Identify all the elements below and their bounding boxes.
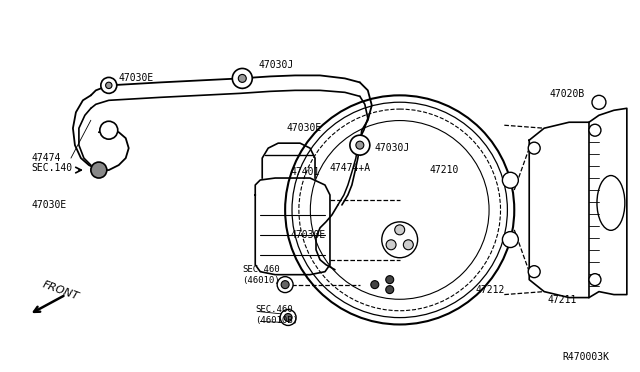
Circle shape <box>592 95 606 109</box>
Circle shape <box>371 280 379 289</box>
Text: 47030J: 47030J <box>375 143 410 153</box>
Text: 47020B: 47020B <box>549 89 584 99</box>
Circle shape <box>350 135 370 155</box>
Text: R470003K: R470003K <box>562 352 609 362</box>
Circle shape <box>589 274 601 286</box>
Circle shape <box>403 240 413 250</box>
Circle shape <box>356 141 364 149</box>
Text: 47212: 47212 <box>476 285 505 295</box>
Text: SEC.460: SEC.460 <box>243 265 280 274</box>
Text: 47030J: 47030J <box>258 61 294 70</box>
Text: 47030E: 47030E <box>290 230 325 240</box>
Circle shape <box>528 142 540 154</box>
Text: 47210: 47210 <box>429 165 459 175</box>
Text: FRONT: FRONT <box>42 280 81 302</box>
Circle shape <box>589 124 601 136</box>
Text: 47211: 47211 <box>547 295 577 305</box>
Circle shape <box>395 225 404 235</box>
Text: 47030E: 47030E <box>31 200 67 210</box>
Circle shape <box>280 310 296 326</box>
Text: SEC.140: SEC.140 <box>31 163 72 173</box>
Circle shape <box>386 276 394 283</box>
Text: (46010): (46010) <box>243 276 280 285</box>
Text: 47474: 47474 <box>31 153 60 163</box>
Circle shape <box>238 74 246 82</box>
Circle shape <box>100 121 118 139</box>
Text: 47030E: 47030E <box>286 123 321 133</box>
Text: SEC.460: SEC.460 <box>255 305 293 314</box>
Text: 47474+A: 47474+A <box>330 163 371 173</box>
Circle shape <box>101 77 116 93</box>
Circle shape <box>528 266 540 278</box>
Text: 47030E: 47030E <box>119 73 154 83</box>
Circle shape <box>284 314 292 321</box>
Circle shape <box>502 172 518 188</box>
Circle shape <box>502 232 518 247</box>
Circle shape <box>281 280 289 289</box>
Circle shape <box>106 82 112 89</box>
Text: (46010B): (46010B) <box>255 316 298 325</box>
Circle shape <box>232 68 252 89</box>
Circle shape <box>277 277 293 293</box>
Text: 47401: 47401 <box>290 167 319 177</box>
Circle shape <box>386 286 394 294</box>
Circle shape <box>91 162 107 178</box>
Circle shape <box>382 222 418 258</box>
Circle shape <box>386 240 396 250</box>
